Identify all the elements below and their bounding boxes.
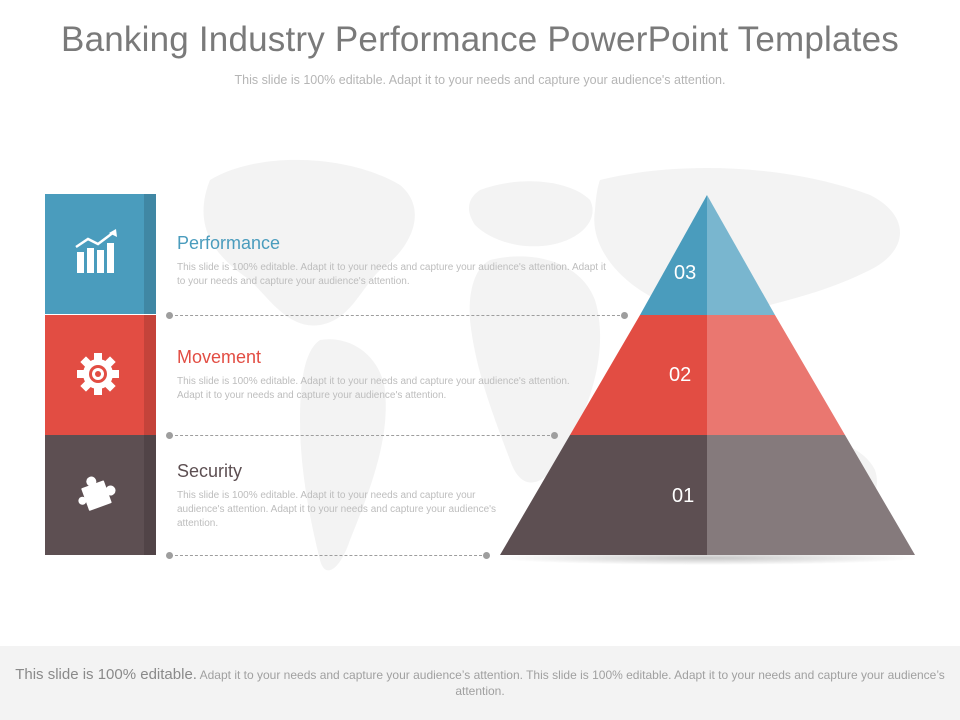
connector-dot [483,552,490,559]
performance-icon-bar [45,194,156,314]
connector-dot [621,312,628,319]
bar-shade [144,435,156,555]
connector-dot [166,432,173,439]
slide-title: Banking Industry Performance PowerPoint … [61,20,899,59]
connector-line-security [170,555,487,556]
item-text-performance: This slide is 100% editable. Adapt it to… [177,262,606,287]
item-title-performance: Performance [177,233,281,253]
slide-subtitle: This slide is 100% editable. Adapt it to… [234,73,726,87]
pyramid-level-02-right [707,315,845,435]
pyramid-level-number: 02 [669,364,692,386]
pyramid-level-01-right [707,435,915,555]
puzzle-piece-icon [78,476,116,511]
pyramid-level-03-right [707,195,775,315]
connector-dot [551,432,558,439]
movement-icon-bar [45,315,156,435]
pyramid-diagram [497,195,917,565]
bar-shade [144,194,156,314]
item-title-movement: Movement [177,347,262,367]
footer-bar: This slide is 100% editable. Adapt it to… [0,646,960,720]
bar-shade [144,315,156,435]
world-map-background [203,159,900,571]
footer-lead: This slide is 100% editable. [15,666,197,683]
footer-body: Adapt it to your needs and capture your … [199,668,945,698]
pyramid-level-03-left [640,195,707,315]
pyramid-level-number: 03 [674,262,697,284]
pyramid-level-02-left [570,315,707,435]
connector-line-movement [170,435,555,436]
connector-line-performance [170,315,625,316]
item-title-security: Security [177,461,243,481]
bar-chart-growth-icon [75,229,117,273]
gear-target-icon [77,353,119,395]
item-text-movement: This slide is 100% editable. Adapt it to… [177,376,570,401]
footer-text: This slide is 100% editable. Adapt it to… [15,667,945,699]
pyramid-level-01-left [500,435,707,555]
connector-dot [166,552,173,559]
connector-dot [166,312,173,319]
item-text-security: This slide is 100% editable. Adapt it to… [177,490,497,529]
pyramid-level-number: 01 [672,485,695,507]
security-icon-bar [45,435,156,555]
